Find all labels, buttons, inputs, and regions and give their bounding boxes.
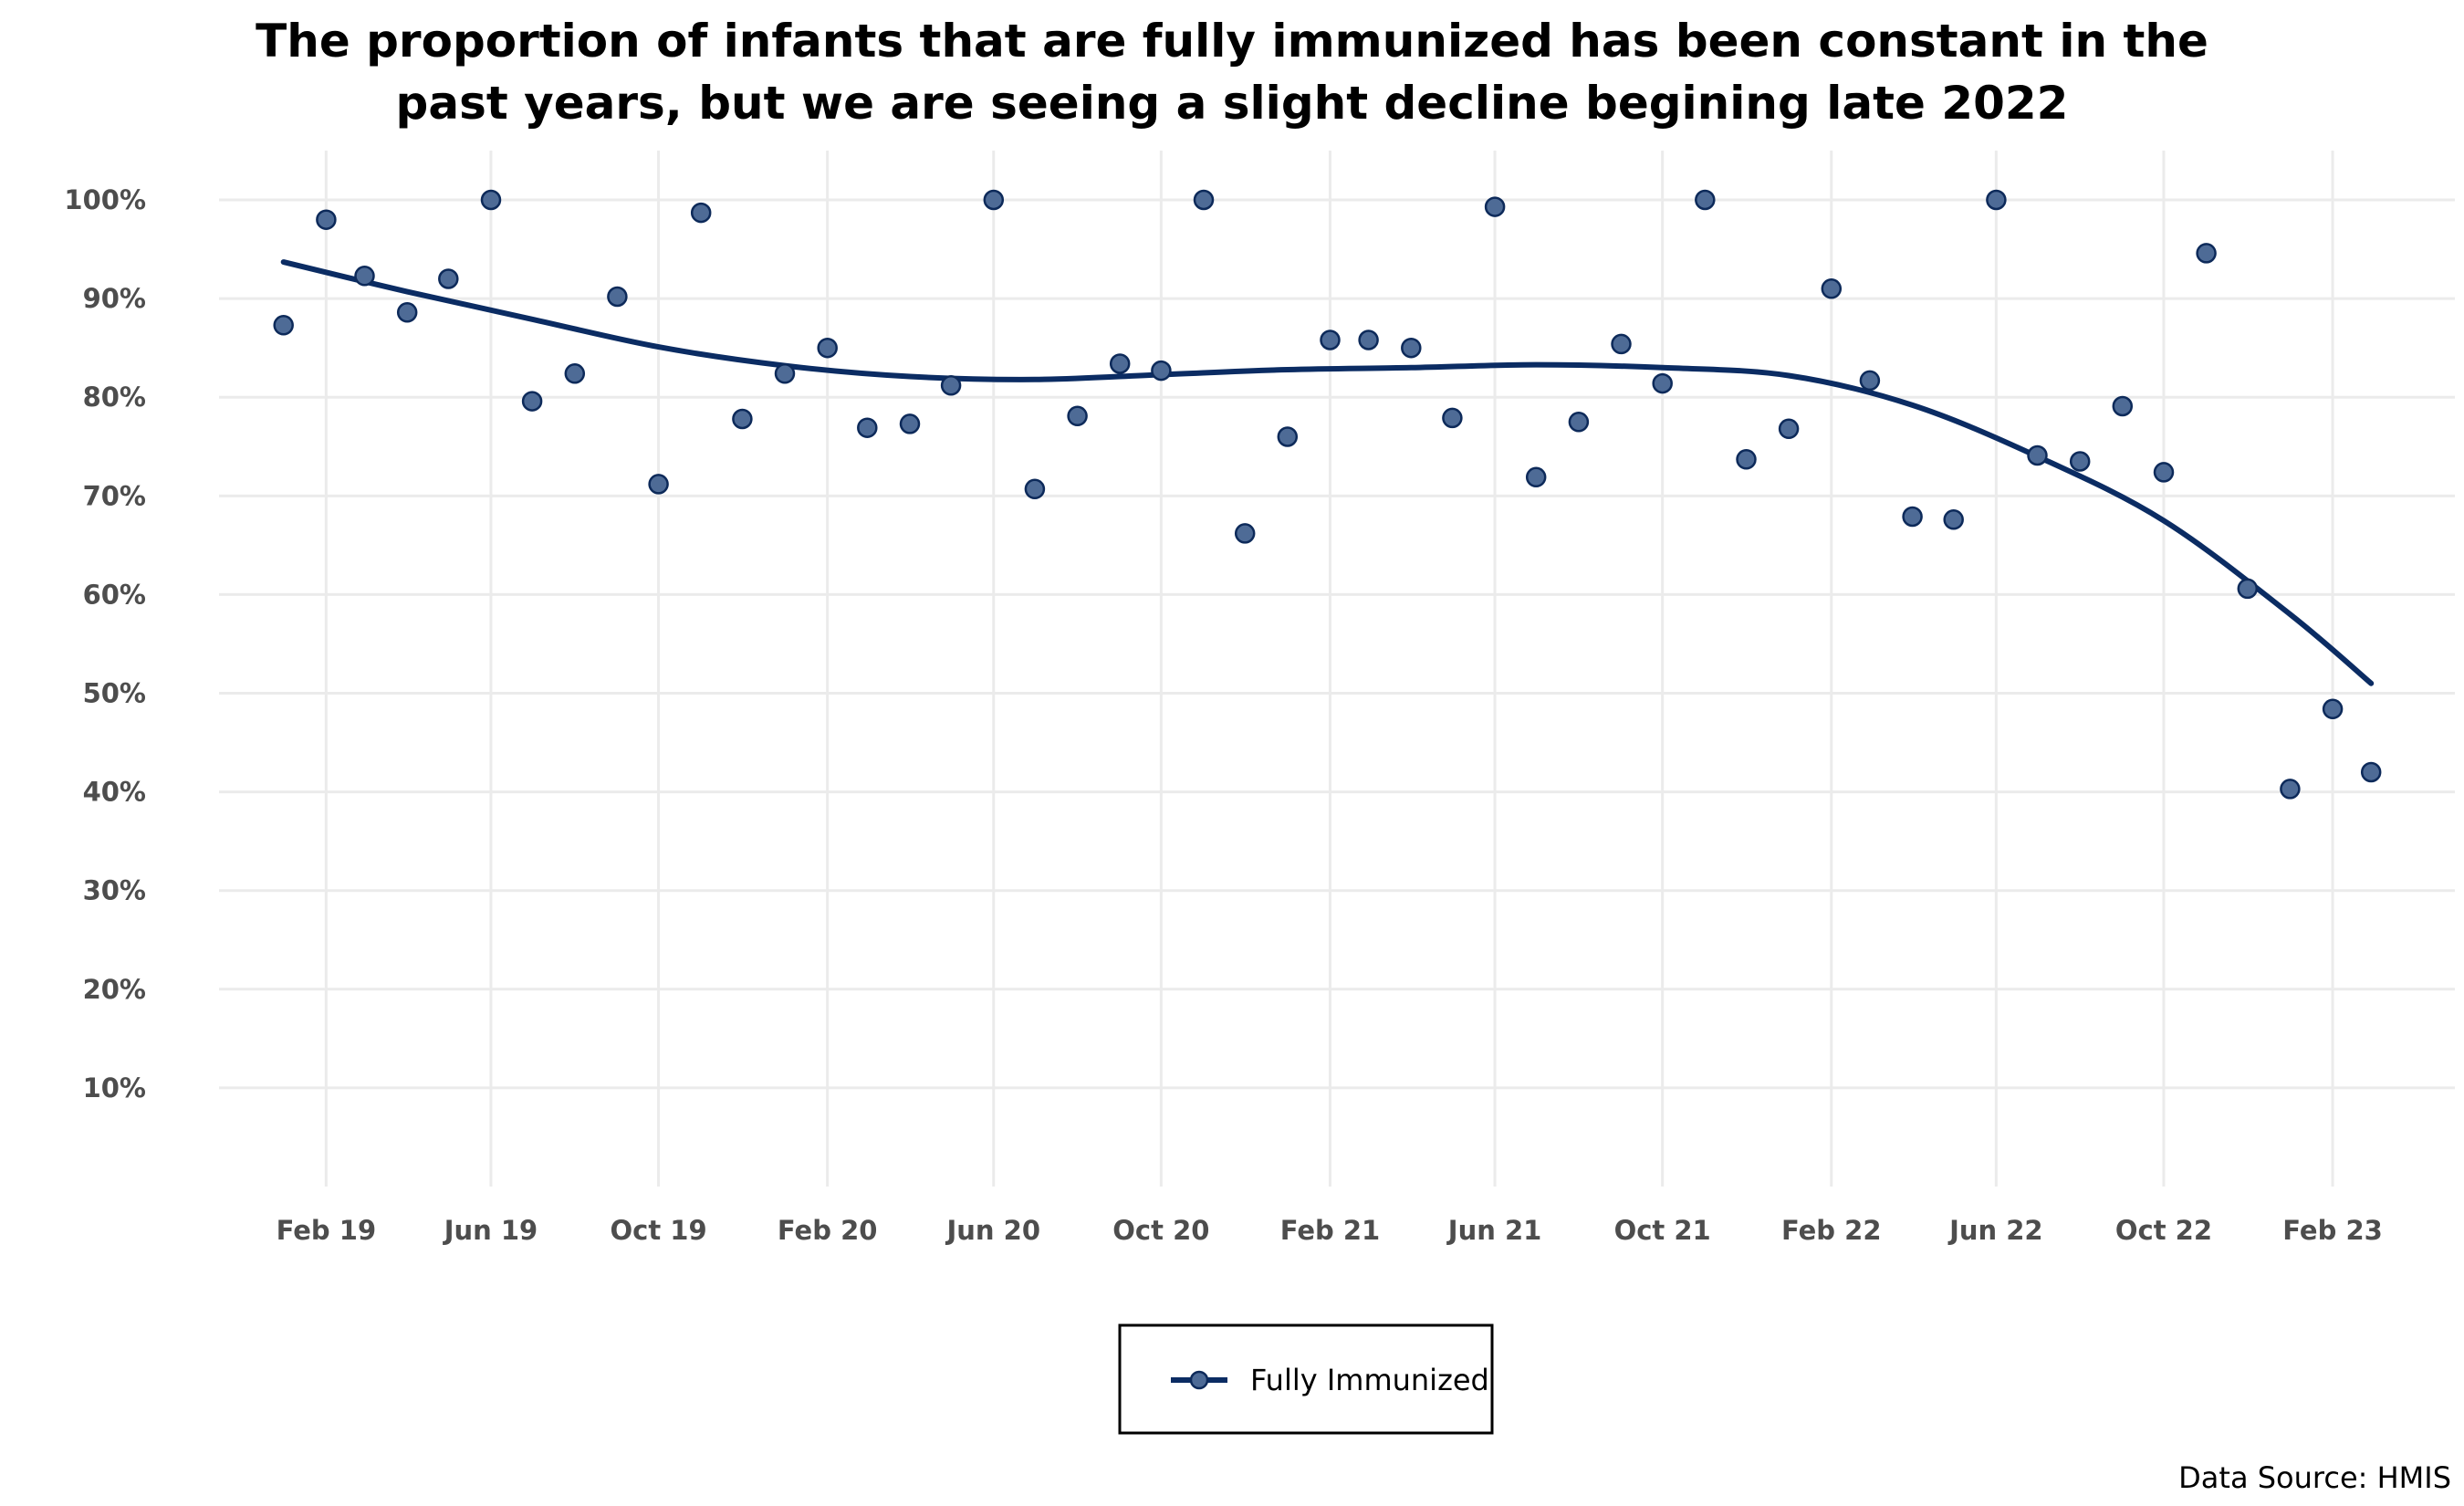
- legend-point-key: [1189, 1370, 1209, 1390]
- legend-label: Fully Immunized: [1250, 1363, 1489, 1397]
- x-tick-label: Feb 22: [1781, 1215, 1882, 1246]
- data-point: [1525, 466, 1547, 488]
- data-point: [1695, 189, 1716, 211]
- horizontal-gridlines: [219, 198, 2455, 1090]
- trend-line: [280, 259, 2375, 686]
- data-point: [2196, 243, 2217, 264]
- data-point: [1193, 189, 1215, 211]
- x-tick-label: Feb 19: [277, 1215, 377, 1246]
- data-point: [1821, 278, 1843, 299]
- data-point: [316, 209, 337, 230]
- data-point: [2237, 578, 2259, 600]
- y-tick-label: 70%: [83, 480, 146, 511]
- data-point: [2112, 395, 2134, 417]
- data-point: [1234, 523, 1256, 544]
- data-point: [1652, 372, 1673, 394]
- x-tick-label: Oct 21: [1614, 1215, 1711, 1246]
- data-point: [1736, 449, 1757, 470]
- data-point: [1151, 360, 1172, 382]
- data-point: [1277, 426, 1299, 447]
- data-point: [1109, 353, 1131, 374]
- data-point: [940, 375, 962, 396]
- x-axis-tick-labels: Feb 19 Jun 19 Oct 19 Feb 20 Jun 20 Oct 20 Feb …: [277, 1215, 2383, 1246]
- data-source-caption: Data Source: HMIS: [2178, 1460, 2451, 1495]
- data-point: [1484, 196, 1506, 217]
- vertical-gridlines: [324, 151, 2334, 1187]
- data-point: [480, 189, 502, 211]
- data-point: [732, 408, 753, 430]
- data-point: [2322, 698, 2344, 720]
- data-point: [2153, 462, 2175, 483]
- data-point: [2280, 779, 2301, 800]
- data-point: [1943, 509, 1964, 530]
- legend: Fully Immunized: [1118, 1323, 1494, 1435]
- y-tick-label: 50%: [83, 678, 146, 709]
- data-point: [1611, 333, 1632, 355]
- y-axis-tick-labels: 10% 20% 30% 40% 50% 60% 70% 80% 90% 100%: [64, 184, 146, 1103]
- y-tick-label: 60%: [83, 579, 146, 610]
- chart-title-line-1: The proportion of infants that are fully…: [256, 15, 2208, 68]
- data-point: [899, 413, 921, 434]
- data-point: [857, 417, 878, 438]
- data-point: [1024, 478, 1046, 500]
- x-tick-label: Jun 19: [443, 1215, 538, 1246]
- x-tick-label: Jun 22: [1947, 1215, 2043, 1246]
- x-tick-label: Feb 23: [2282, 1215, 2383, 1246]
- x-tick-label: Oct 19: [610, 1215, 706, 1246]
- data-point: [983, 189, 1005, 211]
- data-point: [1067, 405, 1088, 427]
- data-point: [2027, 444, 2048, 466]
- chart-title: The proportion of infants that are fully…: [256, 15, 2208, 130]
- data-point: [564, 363, 586, 384]
- data-point: [1568, 412, 1590, 433]
- x-tick-label: Oct 22: [2115, 1215, 2212, 1246]
- data-point: [2360, 761, 2382, 783]
- data-point: [1859, 370, 1881, 392]
- x-tick-label: Feb 20: [778, 1215, 878, 1246]
- data-point: [1902, 506, 1923, 528]
- y-tick-label: 30%: [83, 875, 146, 906]
- data-point: [1320, 329, 1341, 350]
- data-point: [521, 391, 543, 412]
- data-point: [690, 202, 712, 224]
- data-point: [273, 315, 294, 336]
- x-tick-label: Jun 21: [1446, 1215, 1542, 1246]
- y-tick-label: 10%: [83, 1072, 146, 1103]
- data-point: [1401, 337, 1422, 359]
- y-tick-label: 40%: [83, 777, 146, 808]
- data-point: [648, 474, 669, 495]
- y-tick-label: 90%: [83, 283, 146, 314]
- x-tick-label: Oct 20: [1112, 1215, 1209, 1246]
- data-point: [354, 266, 375, 287]
- chart-title-line-2: past years, but we are seeing a slight d…: [396, 77, 2069, 130]
- data-point: [607, 286, 628, 308]
- data-point: [438, 268, 459, 289]
- data-points: [273, 189, 2382, 800]
- data-point: [817, 337, 838, 359]
- y-tick-label: 20%: [83, 974, 146, 1005]
- data-point: [2069, 451, 2091, 472]
- data-point: [1986, 189, 2007, 211]
- x-tick-label: Jun 20: [945, 1215, 1040, 1246]
- data-point: [1778, 418, 1800, 440]
- data-point: [1358, 329, 1379, 350]
- x-tick-label: Feb 21: [1280, 1215, 1381, 1246]
- y-tick-label: 80%: [83, 382, 146, 413]
- y-tick-label: 100%: [64, 184, 146, 215]
- data-point: [774, 363, 796, 384]
- data-point: [1442, 407, 1463, 429]
- data-point: [396, 302, 418, 323]
